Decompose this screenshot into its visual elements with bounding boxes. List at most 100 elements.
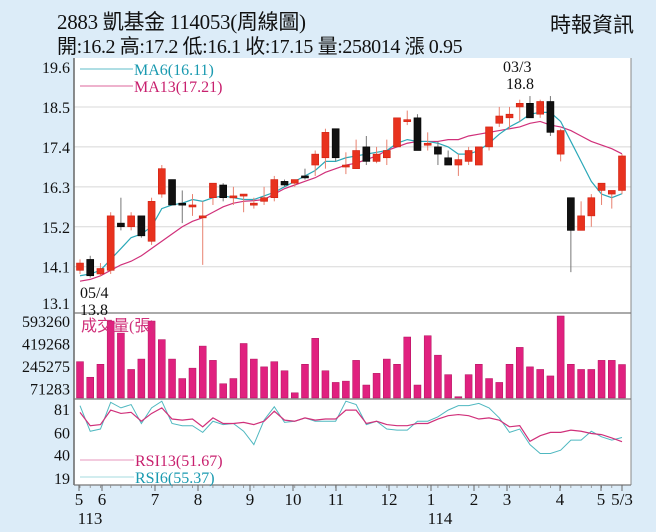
volume-bar xyxy=(597,360,606,399)
volume-bar xyxy=(250,358,258,399)
volume-bar xyxy=(178,378,187,399)
rsi-tick: 40 xyxy=(54,448,70,465)
candle xyxy=(229,195,238,199)
volume-bar xyxy=(158,339,166,399)
candle xyxy=(434,146,442,155)
price-panel xyxy=(74,58,631,313)
candle xyxy=(239,193,248,197)
month-label: 5 xyxy=(597,490,606,509)
rsi-tick: 81 xyxy=(54,402,70,419)
year-label: 114 xyxy=(428,509,453,528)
price-tick: 17.4 xyxy=(42,140,70,157)
volume-tick: 593260 xyxy=(22,314,70,331)
volume-bar xyxy=(608,360,616,399)
candle xyxy=(515,103,524,108)
volume-bar xyxy=(475,364,483,399)
candle xyxy=(280,181,289,186)
volume-bar xyxy=(495,382,504,399)
candle xyxy=(454,159,463,166)
candle xyxy=(270,179,279,199)
volume-bar xyxy=(311,338,319,399)
candle xyxy=(137,215,146,237)
volume-bar xyxy=(546,375,555,399)
volume-bar xyxy=(434,354,442,399)
volume-bar xyxy=(229,378,238,399)
volume-bar xyxy=(117,332,125,399)
month-label: 4 xyxy=(556,490,565,509)
volume-bar xyxy=(86,376,94,399)
volume-bar xyxy=(260,366,268,399)
ma6-legend: MA6(16.11) xyxy=(134,62,214,79)
month-label: 10 xyxy=(285,490,302,509)
candle xyxy=(403,119,412,122)
high-value-annotation: 18.8 xyxy=(506,76,534,93)
candle xyxy=(475,146,483,166)
candle xyxy=(556,130,565,155)
month-label: 2 xyxy=(470,490,479,509)
volume-bar xyxy=(567,364,575,399)
candle xyxy=(219,184,227,199)
volume-bar xyxy=(618,364,626,399)
volume-bar xyxy=(147,320,156,399)
low-value-annotation: 13.8 xyxy=(80,302,108,319)
month-label: 9 xyxy=(246,490,255,509)
candle xyxy=(352,150,360,169)
candle xyxy=(567,197,575,231)
volume-bar xyxy=(587,369,596,399)
volume-bar xyxy=(198,345,207,399)
candle xyxy=(250,202,258,206)
volume-tick: 71283 xyxy=(30,382,70,399)
volume-bar xyxy=(393,364,401,399)
volume-bar xyxy=(515,347,524,399)
candle xyxy=(86,259,95,277)
candle xyxy=(158,168,166,195)
candle xyxy=(372,153,381,162)
candle xyxy=(290,179,299,184)
volume-bar xyxy=(413,384,422,399)
volume-bar xyxy=(556,315,565,399)
candle xyxy=(260,197,268,202)
candle xyxy=(495,115,504,124)
rsi13-legend: RSI13(51.67) xyxy=(135,453,223,470)
candle xyxy=(587,197,596,217)
volume-tick: 245275 xyxy=(22,359,70,376)
volume-tick: 419268 xyxy=(22,337,70,354)
price-tick: 15.2 xyxy=(42,220,70,237)
candle xyxy=(106,215,115,271)
volume-bars xyxy=(76,315,626,399)
candle xyxy=(178,202,187,206)
candle xyxy=(536,101,544,115)
volume-bar xyxy=(444,374,452,399)
month-label: 5/3 xyxy=(611,490,633,509)
volume-bar xyxy=(106,320,115,399)
candle xyxy=(423,142,432,146)
volume-bar xyxy=(127,369,135,399)
month-label: 12 xyxy=(381,490,398,509)
volume-bar xyxy=(137,358,146,399)
candle xyxy=(546,101,555,133)
month-label: 3 xyxy=(503,490,512,509)
candle xyxy=(342,164,350,168)
candle xyxy=(597,182,606,191)
month-label: 11 xyxy=(328,490,344,509)
price-tick: 14.1 xyxy=(42,260,70,277)
month-label: 1 xyxy=(427,490,436,509)
price-tick: 19.6 xyxy=(42,60,70,77)
candle xyxy=(413,117,422,151)
month-label: 6 xyxy=(98,490,107,509)
volume-bar xyxy=(96,364,105,399)
candle xyxy=(526,103,534,119)
volume-bar xyxy=(168,358,176,399)
volume-bar xyxy=(362,384,371,399)
candle xyxy=(321,132,330,159)
volume-title: 成交量(張) xyxy=(81,317,156,335)
price-tick: 13.1 xyxy=(42,296,70,313)
month-label: 5 xyxy=(75,490,84,509)
volume-bar xyxy=(321,370,330,399)
candle xyxy=(96,268,105,275)
month-label: 7 xyxy=(151,490,160,509)
volume-bar xyxy=(291,392,299,399)
price-tick: 16.3 xyxy=(42,180,70,197)
volume-bar xyxy=(209,360,217,399)
